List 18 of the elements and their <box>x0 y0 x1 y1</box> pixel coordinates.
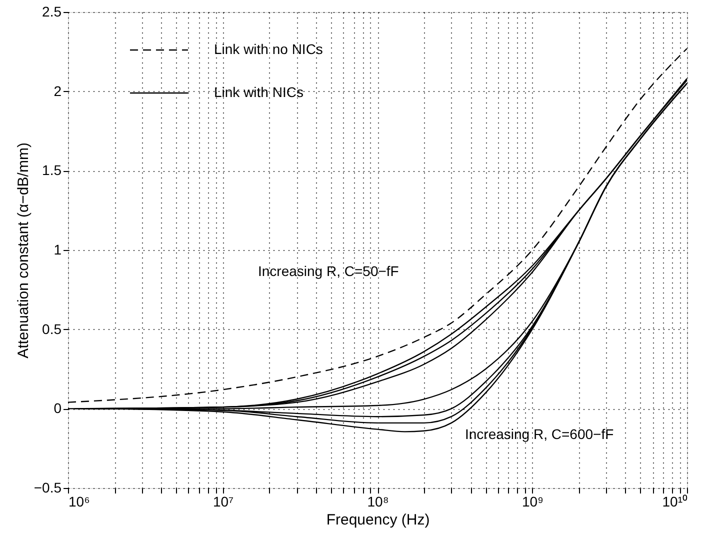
y-tick-label: 2.5 <box>42 4 62 20</box>
legend-label: Link with NICs <box>214 84 304 100</box>
x-tick-label: 10⁹ <box>522 494 544 510</box>
x-axis-title: Frequency (Hz) <box>326 512 430 528</box>
y-tick-label: −0.5 <box>34 480 62 496</box>
y-tick-label: 1.5 <box>42 162 62 178</box>
y-tick-label: 0.5 <box>42 320 62 337</box>
y-tick-label: 2 <box>54 82 62 99</box>
annotation: Increasing R, C=600−fF <box>465 426 614 442</box>
x-tick-label: 10⁷ <box>212 494 234 510</box>
y-tick-label: 0 <box>54 400 62 416</box>
y-axis-title: Attenuation constant (α−dB/mm) <box>14 142 32 358</box>
x-tick-label: 10⁸ <box>367 494 389 510</box>
y-tick-label: 1 <box>54 242 62 258</box>
annotation: Increasing R, C=50−fF <box>258 263 399 279</box>
x-tick-label: 10⁶ <box>68 494 90 510</box>
x-tick-label: 10¹⁰ <box>662 494 688 510</box>
legend-label: Link with no NICs <box>214 41 323 57</box>
